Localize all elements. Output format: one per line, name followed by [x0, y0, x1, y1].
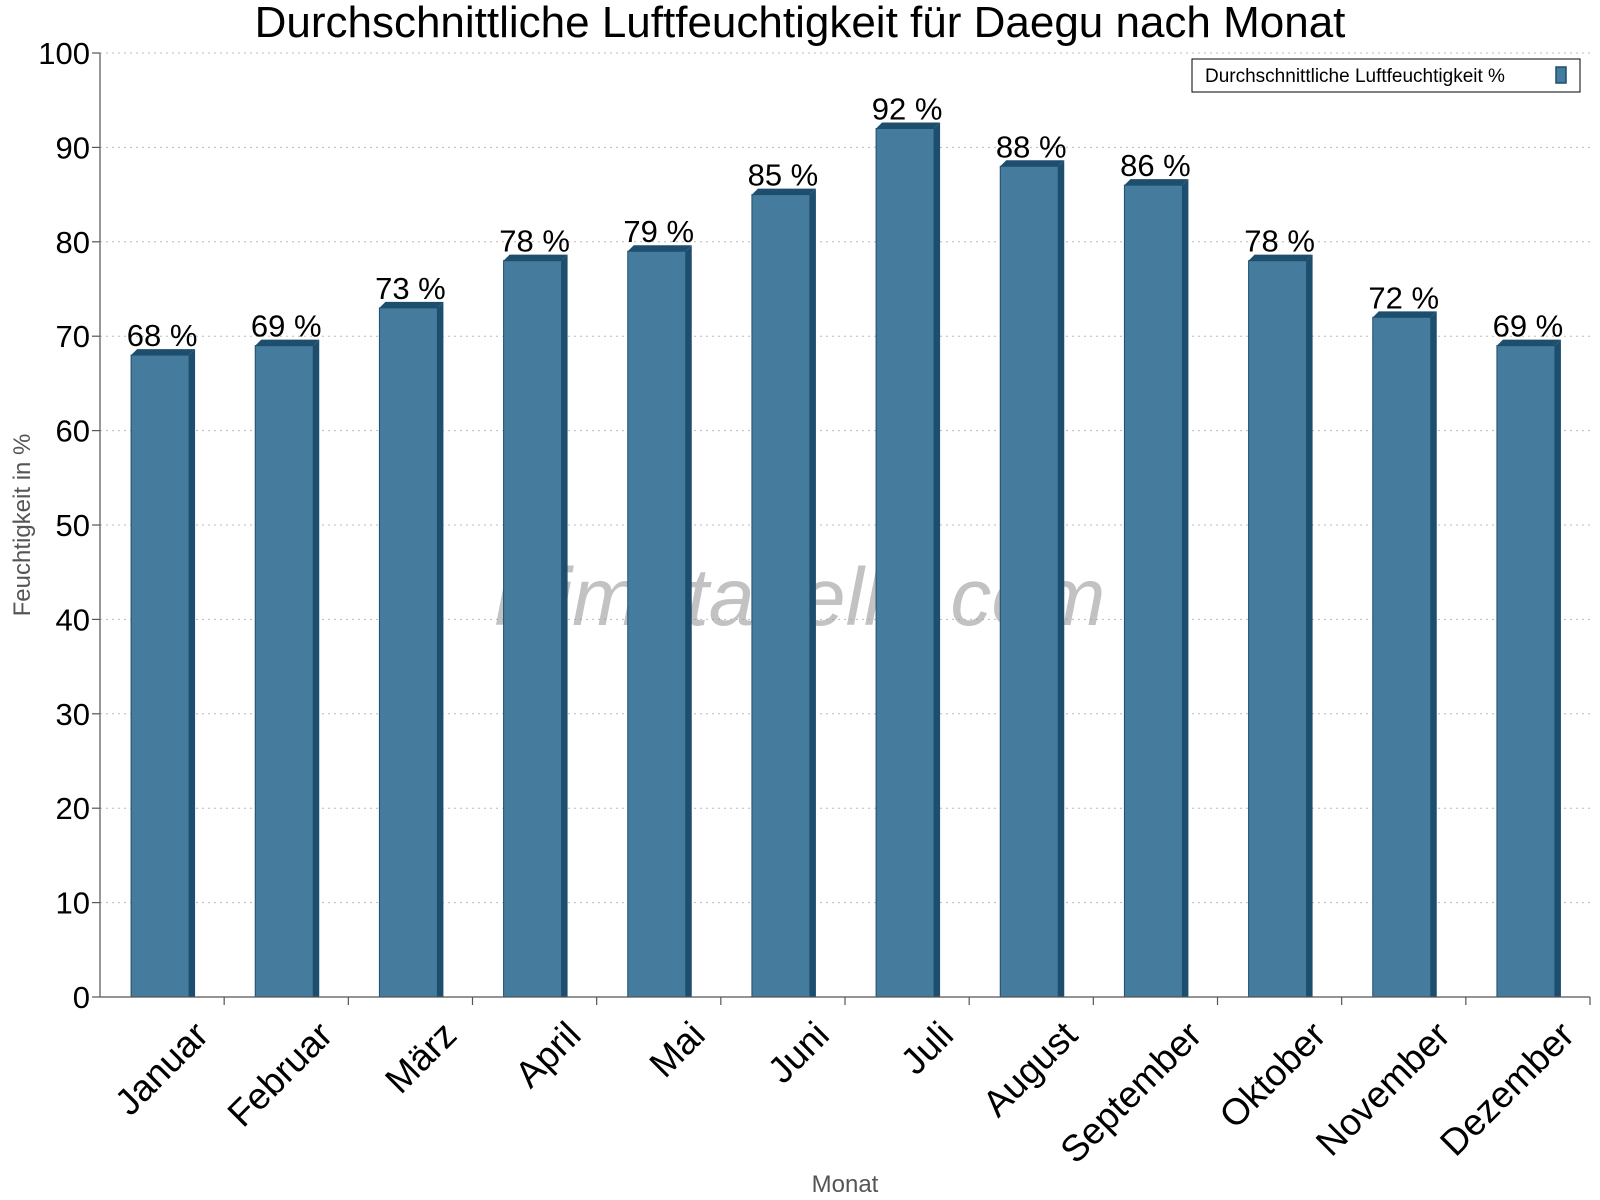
bar-top [503, 254, 568, 261]
y-tick-label: 40 [56, 602, 90, 637]
x-tick-label: August [975, 1013, 1086, 1124]
bar-value-label: 85 % [748, 158, 819, 193]
bar-side [1182, 179, 1189, 997]
bar-value-label: 78 % [1244, 224, 1315, 259]
bar-top [627, 245, 692, 252]
bar-value-label: 69 % [1493, 309, 1564, 344]
bar-top [876, 122, 941, 129]
x-axis-label: Monat [812, 1171, 879, 1198]
bar-12: 69 % [1493, 309, 1564, 998]
bar-side [1430, 311, 1437, 997]
bar-value-label: 92 % [872, 92, 943, 127]
bar-value-label: 72 % [1368, 280, 1439, 315]
bar-value-label: 88 % [996, 129, 1067, 164]
x-tick-label: November [1308, 1014, 1458, 1164]
bar [875, 128, 935, 998]
y-tick-label: 30 [56, 697, 90, 732]
x-tick-label: Juli [893, 1014, 961, 1082]
bar-value-label: 79 % [623, 214, 694, 249]
bar-value-label: 73 % [375, 271, 446, 306]
bar-value-label: 69 % [251, 309, 322, 344]
x-tick-label: Mai [642, 1014, 713, 1085]
bar-11: 72 % [1368, 280, 1439, 998]
bar-top [1000, 160, 1065, 167]
legend: Durchschnittliche Luftfeuchtigkeit % [1191, 58, 1581, 93]
x-tick-label: Januar [107, 1014, 216, 1123]
bar-6: 85 % [748, 158, 819, 998]
bar [503, 260, 563, 998]
bar-top [1496, 339, 1561, 346]
bar-4: 78 % [499, 224, 570, 998]
bar-1: 68 % [127, 318, 198, 998]
bar [999, 165, 1059, 998]
x-tick-label: Juni [760, 1014, 837, 1091]
bar-side [1554, 339, 1561, 997]
bar-side [437, 301, 444, 997]
chart-title: Durchschnittliche Luftfeuchtigkeit für D… [255, 0, 1346, 47]
x-tick-label: April [507, 1014, 588, 1095]
gridlines [100, 52, 1590, 904]
legend-swatch [1555, 66, 1567, 84]
bar-side [685, 245, 692, 998]
bar-side [1058, 160, 1065, 997]
bar [1123, 184, 1183, 998]
bar-top [131, 349, 196, 356]
y-tick-label: 20 [56, 791, 90, 826]
x-tick-label: März [377, 1014, 464, 1101]
y-tick-label: 50 [56, 508, 90, 543]
y-axis-label: Feuchtigkeit in % [9, 434, 36, 617]
x-tick-label: Dezember [1432, 1014, 1582, 1164]
bar-side [189, 349, 196, 998]
bar-top [1248, 254, 1313, 261]
y-axis-ticks: 0 10 20 30 40 50 60 70 80 90 100 [38, 36, 100, 1015]
y-tick-label: 100 [38, 36, 90, 71]
bar [130, 354, 190, 998]
bar-9: 86 % [1120, 148, 1191, 998]
legend-box [1191, 58, 1581, 93]
bar-5: 79 % [623, 214, 694, 998]
bar-top [1372, 311, 1437, 318]
bar-side [809, 188, 816, 998]
bar-top [1124, 179, 1189, 186]
bar [254, 345, 314, 998]
bar-side [1306, 254, 1313, 997]
x-tick-label: Februar [220, 1014, 341, 1135]
bar-side [561, 254, 568, 997]
bar [1248, 260, 1308, 998]
bar [378, 307, 438, 998]
bar [1372, 316, 1432, 998]
bar-side [313, 339, 320, 997]
bar-2: 69 % [251, 309, 322, 998]
bar [627, 250, 687, 998]
bar-7: 92 % [872, 92, 943, 998]
bar-value-label: 78 % [499, 224, 570, 259]
bar-top [751, 188, 816, 195]
bar [751, 194, 811, 998]
y-tick-label: 0 [73, 980, 90, 1015]
bar-value-label: 68 % [127, 318, 198, 353]
y-tick-label: 60 [56, 414, 90, 449]
bar-3: 73 % [375, 271, 446, 998]
x-tick-label: Oktober [1211, 1014, 1333, 1136]
bar-side [934, 122, 941, 997]
x-axis-ticks: Januar Februar März April Mai Juni Juli AugustS… [107, 997, 1591, 1171]
y-tick-label: 90 [56, 130, 90, 165]
bar [1496, 345, 1556, 998]
bar-top [255, 339, 320, 346]
bars: 68 % 69 % 73 % 78 % 79 % 85 % 92 % 88 % 86 % 78 %… [127, 92, 1564, 998]
y-tick-label: 70 [56, 319, 90, 354]
bar-8: 88 % [996, 129, 1067, 998]
bar-top [379, 301, 444, 308]
bar-10: 78 % [1244, 224, 1315, 998]
y-tick-label: 80 [56, 225, 90, 260]
y-tick-label: 10 [56, 886, 90, 921]
legend-label: Durchschnittliche Luftfeuchtigkeit % [1205, 66, 1505, 87]
bar-value-label: 86 % [1120, 148, 1191, 183]
